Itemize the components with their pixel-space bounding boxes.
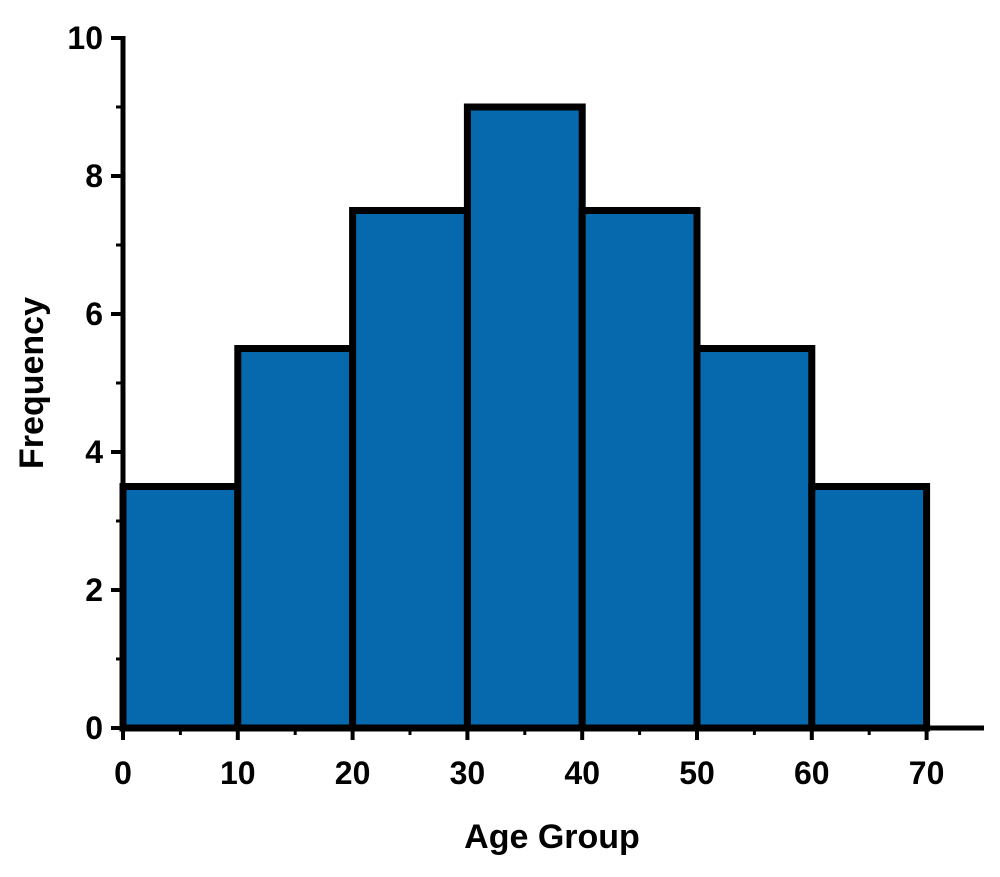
histogram-bar-10-20: [234, 345, 357, 732]
x-tick-label-0: 0: [114, 755, 132, 791]
x-tick-label-10: 10: [220, 755, 256, 791]
x-tick-label-30: 30: [450, 755, 486, 791]
labels-layer: Age Group Frequency 0 2 4 6 8 10 0 10 20 30 40 50 60…: [13, 20, 944, 856]
bars-layer: [119, 103, 931, 732]
y-axis-title: Frequency: [13, 297, 51, 469]
histogram-bar-20-30: [349, 207, 471, 732]
x-tick-label-20: 20: [335, 755, 371, 791]
x-axis-title: Age Group: [464, 818, 640, 856]
x-tick-label-70: 70: [909, 755, 945, 791]
histogram-bar-0-10: [119, 483, 242, 732]
x-tick-label-60: 60: [794, 755, 830, 791]
x-tick-label-50: 50: [679, 755, 715, 791]
y-tick-label-4: 4: [85, 434, 103, 470]
x-tick-label-40: 40: [564, 755, 600, 791]
histogram-bar-50-60: [693, 345, 816, 732]
histogram-bar-40-50: [578, 207, 701, 732]
y-tick-label-6: 6: [85, 296, 103, 332]
y-tick-label-10: 10: [67, 20, 103, 56]
axes-layer: [111, 36, 984, 740]
y-tick-label-0: 0: [85, 710, 103, 746]
histogram-bar-60-70: [808, 483, 931, 732]
y-tick-label-2: 2: [85, 572, 103, 608]
histogram-bar-30-40: [463, 103, 586, 732]
y-tick-label-8: 8: [85, 158, 103, 194]
